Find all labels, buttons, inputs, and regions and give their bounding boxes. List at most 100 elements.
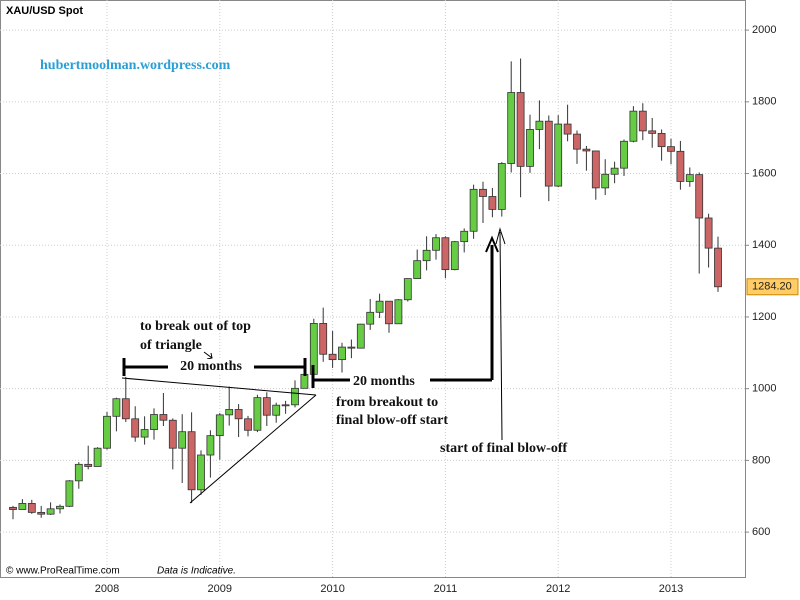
candle-body bbox=[244, 418, 252, 431]
y-tick-label: 1000 bbox=[752, 383, 776, 395]
candle-body bbox=[74, 463, 83, 482]
x-tick-label: 2010 bbox=[320, 583, 344, 595]
candle-body bbox=[187, 431, 196, 491]
candle-body bbox=[197, 454, 205, 491]
candle-body bbox=[356, 323, 365, 349]
candle-body bbox=[441, 237, 450, 271]
candle-body bbox=[629, 110, 638, 142]
annotation: 20 months bbox=[353, 374, 415, 389]
y-tick-label: 800 bbox=[752, 454, 770, 466]
candle-body bbox=[582, 148, 591, 152]
label-bg bbox=[168, 359, 254, 375]
price-box bbox=[746, 278, 799, 296]
candle-body bbox=[620, 140, 628, 169]
candle-body bbox=[450, 241, 459, 271]
candle-body bbox=[488, 196, 497, 210]
x-tick-label: 2011 bbox=[434, 583, 458, 595]
candle-body bbox=[385, 300, 393, 325]
candle-body bbox=[375, 300, 384, 313]
candle-body bbox=[432, 237, 440, 251]
candle-body bbox=[150, 414, 158, 430]
candle-body bbox=[121, 398, 130, 420]
y-tick-label: 2000 bbox=[752, 24, 776, 36]
candle-body bbox=[65, 480, 74, 507]
annotation: start of final blow-off bbox=[440, 441, 567, 456]
chart-title: XAU/USD Spot bbox=[6, 5, 83, 17]
candle-body bbox=[573, 133, 581, 150]
candle-body bbox=[469, 188, 478, 232]
candle-body bbox=[714, 247, 722, 288]
candle-body bbox=[319, 323, 328, 355]
candle-body bbox=[159, 414, 168, 421]
annotation: of triangle bbox=[140, 338, 202, 353]
candle-body bbox=[685, 174, 694, 182]
candle-body bbox=[46, 508, 55, 515]
footer: © www.ProRealTime.com bbox=[6, 566, 120, 577]
candle-body bbox=[422, 249, 431, 262]
candle-body bbox=[591, 150, 600, 189]
candle-body bbox=[281, 404, 290, 407]
candle-body bbox=[84, 463, 93, 467]
candle-body bbox=[695, 174, 704, 219]
candle-body bbox=[535, 120, 544, 130]
annotation: final blow-off start bbox=[336, 413, 448, 428]
candle-body bbox=[516, 92, 525, 167]
annotation: from breakout to bbox=[336, 395, 438, 410]
candle-body bbox=[479, 188, 487, 197]
candle-body bbox=[366, 311, 375, 325]
x-tick-label: 2013 bbox=[659, 583, 683, 595]
candle-body bbox=[507, 92, 516, 164]
annotation: to break out of top bbox=[140, 319, 251, 334]
candle-body bbox=[657, 132, 666, 148]
candle-body bbox=[460, 230, 469, 243]
candle-body bbox=[554, 123, 563, 187]
candle-body bbox=[328, 353, 337, 361]
label-bg bbox=[350, 374, 430, 390]
plot-frame bbox=[0, 0, 746, 578]
candle-body bbox=[206, 435, 215, 456]
candle-body bbox=[667, 146, 675, 152]
x-tick-label: 2008 bbox=[95, 583, 119, 595]
candle-body bbox=[93, 447, 102, 467]
candle-body bbox=[563, 123, 572, 135]
y-tick-label: 600 bbox=[752, 526, 770, 538]
candle-body bbox=[178, 431, 187, 449]
candle-body bbox=[234, 409, 243, 420]
candle-body bbox=[112, 398, 121, 417]
candle-body bbox=[610, 167, 619, 175]
candle-body bbox=[544, 120, 553, 187]
candle-body bbox=[676, 150, 685, 182]
candle-body bbox=[291, 387, 299, 406]
candle-body bbox=[262, 397, 271, 416]
candle-body bbox=[56, 505, 64, 510]
y-tick-label: 1200 bbox=[752, 311, 776, 323]
subtitle: hubertmoolman.wordpress.com bbox=[40, 58, 231, 73]
candle-body bbox=[601, 173, 610, 189]
y-tick-label: 1400 bbox=[752, 239, 776, 251]
note: Data is Indicative. bbox=[157, 566, 236, 577]
candle-body bbox=[168, 419, 177, 449]
x-tick-label: 2012 bbox=[546, 583, 570, 595]
candle-body bbox=[497, 163, 506, 210]
annotation: 20 months bbox=[180, 359, 242, 374]
candle-body bbox=[338, 346, 346, 361]
x-tick-label: 2009 bbox=[208, 583, 232, 595]
candle-body bbox=[300, 373, 309, 389]
candle-body bbox=[27, 503, 36, 513]
candle-body bbox=[253, 397, 262, 431]
y-tick-label: 1600 bbox=[752, 167, 776, 179]
candle-body bbox=[140, 429, 149, 438]
candle-body bbox=[413, 260, 422, 280]
candle-body bbox=[347, 346, 356, 349]
candle-body bbox=[638, 110, 647, 132]
price-label: 1284.20 bbox=[752, 281, 792, 293]
candle-body bbox=[18, 503, 27, 510]
candle-body bbox=[394, 299, 403, 325]
candle-body bbox=[403, 278, 412, 301]
candle-body bbox=[272, 404, 281, 416]
candle-body bbox=[103, 415, 111, 449]
y-tick-label: 1800 bbox=[752, 96, 776, 108]
candle-body bbox=[704, 217, 713, 249]
candle-body bbox=[225, 409, 234, 416]
